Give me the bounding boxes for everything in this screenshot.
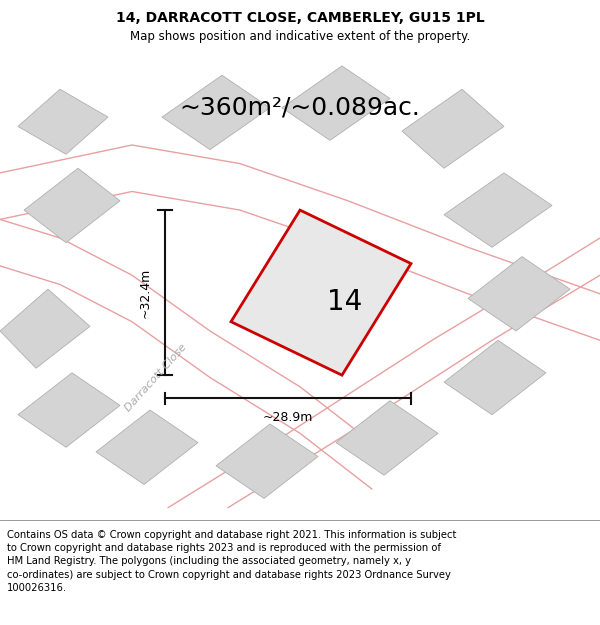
Polygon shape: [444, 173, 552, 248]
Polygon shape: [0, 289, 90, 368]
Polygon shape: [18, 373, 120, 448]
Polygon shape: [216, 424, 318, 498]
Polygon shape: [162, 75, 270, 149]
Text: ~28.9m: ~28.9m: [263, 411, 313, 424]
Polygon shape: [24, 168, 120, 242]
Polygon shape: [18, 89, 108, 154]
Text: 14, DARRACOTT CLOSE, CAMBERLEY, GU15 1PL: 14, DARRACOTT CLOSE, CAMBERLEY, GU15 1PL: [116, 11, 484, 26]
Polygon shape: [336, 401, 438, 475]
Polygon shape: [231, 210, 411, 375]
Polygon shape: [282, 66, 390, 141]
Text: Contains OS data © Crown copyright and database right 2021. This information is : Contains OS data © Crown copyright and d…: [7, 530, 457, 592]
Text: Darracott Close: Darracott Close: [123, 342, 189, 413]
Text: ~360m²/~0.089ac.: ~360m²/~0.089ac.: [179, 96, 421, 120]
Text: ~32.4m: ~32.4m: [139, 268, 152, 318]
Polygon shape: [444, 340, 546, 415]
Polygon shape: [468, 257, 570, 331]
Polygon shape: [402, 89, 504, 168]
Polygon shape: [96, 410, 198, 484]
Text: Map shows position and indicative extent of the property.: Map shows position and indicative extent…: [130, 29, 470, 42]
Text: 14: 14: [328, 288, 362, 316]
